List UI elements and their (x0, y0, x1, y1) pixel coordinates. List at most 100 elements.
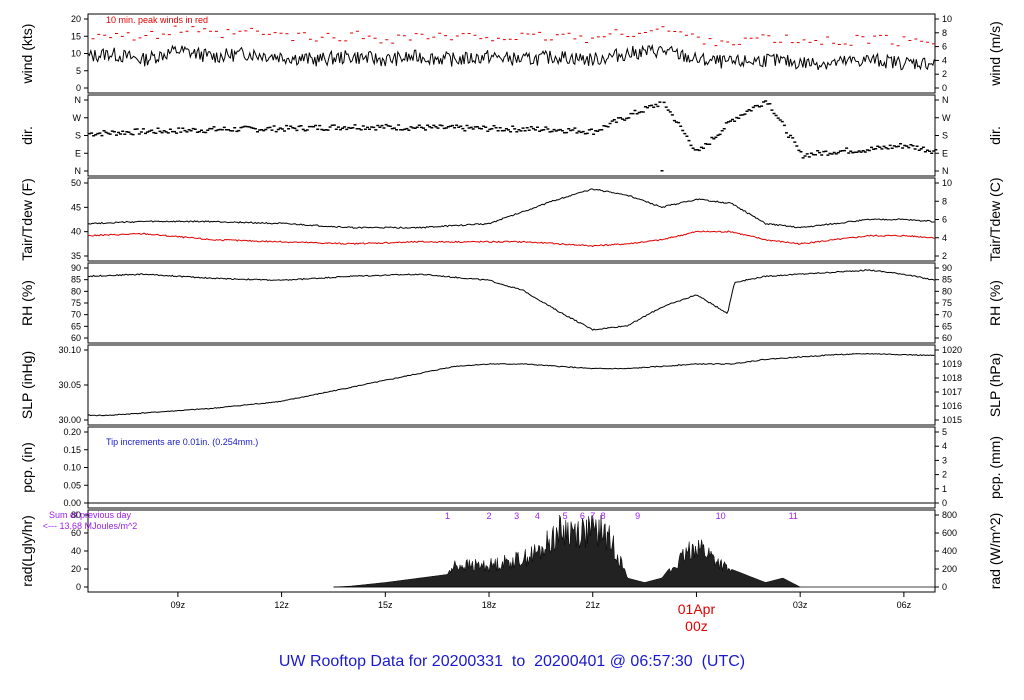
x-tick-label: 12z (274, 600, 289, 610)
y-tick-label-left: 80 (71, 286, 81, 296)
x-tick-label: 15z (378, 600, 393, 610)
x-tick-label: 09z (171, 600, 186, 610)
y-tick-label-right: 70 (942, 310, 952, 320)
y-tick-label-left: 20 (71, 564, 81, 574)
y-tick-label-right: 1016 (942, 401, 962, 411)
radiation-marker-label: 9 (635, 511, 640, 521)
y-tick-label-right: W (942, 113, 951, 123)
y-tick-label-right: 65 (942, 321, 952, 331)
y-tick-label-right: 0 (942, 498, 947, 508)
y-tick-label-right: 2 (942, 470, 947, 480)
y-axis-label-right: rad (W/m^2) (987, 513, 1003, 590)
y-tick-label-left: 40 (71, 546, 81, 556)
y-tick-label-right: 600 (942, 528, 957, 538)
panel-frame (87, 13, 936, 94)
panel-annotation: 10 min. peak winds in red (106, 15, 208, 25)
y-tick-label-right: E (942, 148, 948, 158)
y-tick-label-right: 1015 (942, 415, 962, 425)
y-tick-label-left: 85 (71, 275, 81, 285)
series-line (87, 352, 935, 417)
y-tick-label-left: 45 (71, 202, 81, 212)
y-tick-label-right: 2 (942, 251, 947, 261)
panel-slp: SLP (inHg) SLP (hPa) 30.00 30.05 30.10 1015 10… (19, 344, 1003, 426)
y-tick-label-right: 1020 (942, 345, 962, 355)
y-tick-label-left: 15 (71, 31, 81, 41)
y-tick-label-left: 0 (76, 582, 81, 592)
radiation-marker-label: 6 (580, 511, 585, 521)
radiation-marker-label: 4 (535, 511, 540, 521)
y-tick-label-right: 0 (942, 582, 947, 592)
y-axis-label-left: pcp. (in) (19, 442, 35, 493)
series-line (87, 269, 935, 331)
y-tick-label-right: 0 (942, 83, 947, 93)
radiation-marker-label: 3 (514, 511, 519, 521)
y-tick-label-right: S (942, 131, 948, 141)
y-axis-label-left: rad(Lgly/hr) (19, 515, 35, 587)
y-tick-label-right: 4 (942, 55, 947, 65)
y-tick-label-right: N (942, 95, 949, 105)
x-tick-label: 21z (585, 600, 600, 610)
y-tick-label-left: W (73, 113, 82, 123)
panel-frame (87, 177, 936, 262)
y-tick-label-left: 70 (71, 310, 81, 320)
wind-direction-dots (88, 100, 938, 172)
x-tick-label: 18z (482, 600, 497, 610)
y-axis-label-right: Tair/Tdew (C) (987, 177, 1003, 261)
y-tick-label-left: 30.10 (58, 345, 81, 355)
y-tick-label-right: 8 (942, 28, 947, 38)
date-label: 01Apr (678, 601, 716, 617)
radiation-marker-label: 2 (487, 511, 492, 521)
y-tick-label-left: 30.00 (58, 415, 81, 425)
y-axis-label-left: Tair/Tdew (F) (19, 178, 35, 260)
series-line (87, 230, 935, 248)
y-axis-label-right: SLP (hPa) (987, 353, 1003, 417)
y-tick-label-left: 40 (71, 227, 81, 237)
y-tick-label-right: 400 (942, 546, 957, 556)
y-axis-label-left: dir. (19, 126, 35, 145)
y-tick-label-right: 200 (942, 564, 957, 574)
panel-frame (87, 262, 936, 344)
radiation-marker-label: 8 (601, 511, 606, 521)
y-tick-label-left: 65 (71, 321, 81, 331)
y-tick-label-left: 5 (76, 66, 81, 76)
y-tick-label-right: 60 (942, 333, 952, 343)
y-tick-label-right: 8 (942, 196, 947, 206)
y-tick-label-right: 4 (942, 441, 947, 451)
x-tick-label: 03z (793, 600, 808, 610)
panel-temp: Tair/Tdew (F) Tair/Tdew (C) 35 40 45 50 2 4 6 8 10 (19, 177, 1003, 261)
panel-frame (87, 94, 936, 177)
y-tick-label-left: N (75, 166, 82, 176)
y-tick-label-right: 85 (942, 275, 952, 285)
footer-title: UW Rooftop Data for 20200331 to 20200401… (279, 653, 745, 670)
time-axis: 01Apr 00z 09z 12z 15z 18z 21z 03z 06z (171, 592, 912, 634)
y-tick-label-left: 20 (71, 14, 81, 24)
radiation-area (333, 514, 801, 588)
y-tick-label-right: 6 (942, 42, 947, 52)
y-tick-label-right: 1018 (942, 373, 962, 383)
y-tick-label-right: 2 (942, 69, 947, 79)
y-tick-label-left: 0.00 (63, 498, 81, 508)
radiation-marker-label: 10 (716, 511, 726, 521)
y-tick-label-left: S (75, 131, 81, 141)
y-tick-label-left: 50 (71, 178, 81, 188)
y-axis-label-right: dir. (987, 126, 1003, 145)
date-sublabel: 00z (685, 618, 708, 634)
y-tick-label-right: 90 (942, 263, 952, 273)
y-tick-label-right: 75 (942, 298, 952, 308)
y-tick-label-left: 0.15 (63, 445, 81, 455)
y-tick-label-left: N (75, 95, 82, 105)
radiation-marker-label: 11 (789, 511, 798, 521)
y-tick-label-left: 75 (71, 298, 81, 308)
y-tick-label-right: 3 (942, 455, 947, 465)
panel-wind: wind (kts) wind (m/s) 0 5 10 15 20 0 2 4 6 8 10 10 mi… (19, 13, 1003, 94)
previous-day-sum: <--- 13.68 MJoules/m^2 (43, 521, 138, 531)
y-axis-label-right: pcp. (mm) (987, 436, 1003, 499)
y-tick-label-left: 10 (71, 49, 81, 59)
x-tick-label: 06z (897, 600, 912, 610)
y-tick-label-left: 0 (76, 83, 81, 93)
y-tick-label-right: 5 (942, 427, 947, 437)
y-tick-label-left: 80 (71, 510, 81, 520)
